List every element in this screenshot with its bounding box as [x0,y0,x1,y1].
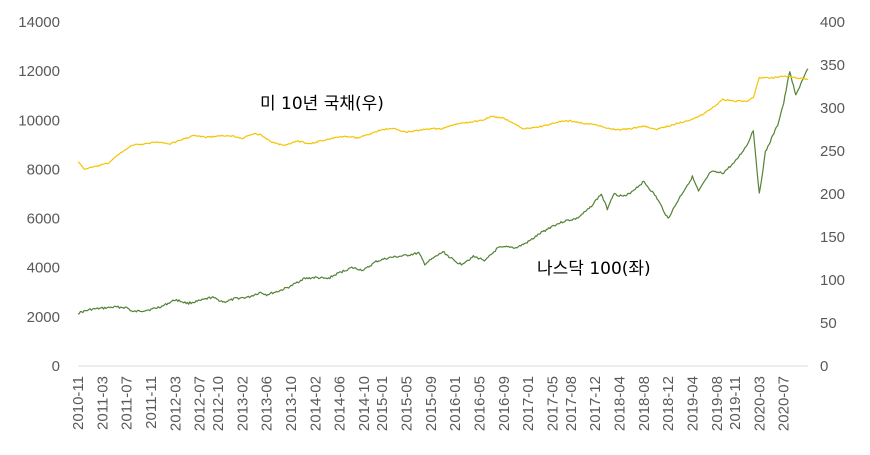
x-axis-tick-label: 2014-06 [332,376,349,431]
left-axis-tick-label: 0 [52,358,60,375]
right-axis-tick-label: 250 [820,143,845,160]
x-axis-tick-label: 2011-11 [143,376,160,429]
right-axis-tick-label: 400 [820,14,845,31]
x-axis-tick-label: 2018-12 [660,376,677,431]
treasury-series-line [77,75,809,170]
x-axis-tick-label: 2012-07 [192,376,209,431]
x-axis-tick-label: 2012-03 [167,376,184,431]
series-lines [77,68,809,315]
right-axis-tick-label: 150 [820,229,845,246]
x-axis-tick-label: 2017-08 [563,376,580,431]
x-axis-tick-label: 2018-04 [611,376,628,431]
left-axis-tick-label: 6000 [27,211,60,228]
x-axis-tick-label: 2020-03 [751,376,768,431]
treasury-series-label: 미 10년 국채(우) [260,94,384,114]
right-axis-tick-label: 50 [820,315,837,332]
x-axis-tick-label: 2016-05 [472,376,489,431]
left-axis-tick-label: 12000 [18,63,60,80]
x-axis-tick-label: 2013-06 [259,376,276,431]
x-axis-tick-label: 2017-12 [587,376,604,431]
nasdaq-series-label: 나스닥 100(좌) [537,259,651,279]
x-axis-tick-label: 2012-10 [210,376,227,431]
x-axis-tick-label: 2015-01 [374,376,391,431]
x-axis-tick-label: 2011-03 [94,376,111,430]
x-axis-tick-label: 2019-08 [709,376,726,431]
x-axis-tick-label: 2018-08 [636,376,653,431]
x-axis-tick-label: 2019-04 [684,376,701,431]
right-axis-tick-label: 350 [820,57,845,74]
nasdaq-series-line [77,68,809,315]
x-axis-tick-label: 2016-01 [447,376,464,431]
x-axis-tick-label: 2017-01 [520,376,537,431]
left-axis-tick-label: 8000 [27,161,60,178]
x-axis-tick-label: 2017-05 [545,376,562,431]
x-axis-tick-label: 2015-05 [399,376,416,431]
left-axis-tick-label: 14000 [18,14,60,31]
left-axis-tick-label: 10000 [18,112,60,129]
right-axis-tick-label: 200 [820,186,845,203]
x-axis-tick-label: 2016-09 [496,376,513,431]
x-axis-tick-label: 2010-11 [70,376,87,430]
right-axis-tick-label: 0 [820,358,828,375]
x-axis-tick-label: 2020-07 [776,376,793,431]
right-axis-ticks: 0 50 100 150 200 250 300 350 400 [820,14,845,375]
x-axis-tick-label: 2014-10 [356,376,373,431]
right-axis-tick-label: 100 [820,272,845,289]
x-axis-tick-label: 2019-11 [727,376,744,430]
x-axis-tick-label: 2014-02 [307,376,324,431]
right-axis-tick-label: 300 [820,100,845,117]
x-axis-ticks: 2010-11 2011-03 2011-07 2011-11 2012-03 2012-… [70,376,793,431]
x-axis-tick-label: 2015-09 [423,376,440,431]
left-axis-tick-label: 4000 [27,260,60,277]
x-axis-tick-label: 2013-02 [234,376,251,431]
x-axis-tick-label: 2013-10 [283,376,300,431]
left-axis-ticks: 0 2000 4000 6000 8000 10000 12000 14000 [18,14,60,375]
left-axis-tick-label: 2000 [27,309,60,326]
x-axis-tick-label: 2011-07 [119,376,136,430]
